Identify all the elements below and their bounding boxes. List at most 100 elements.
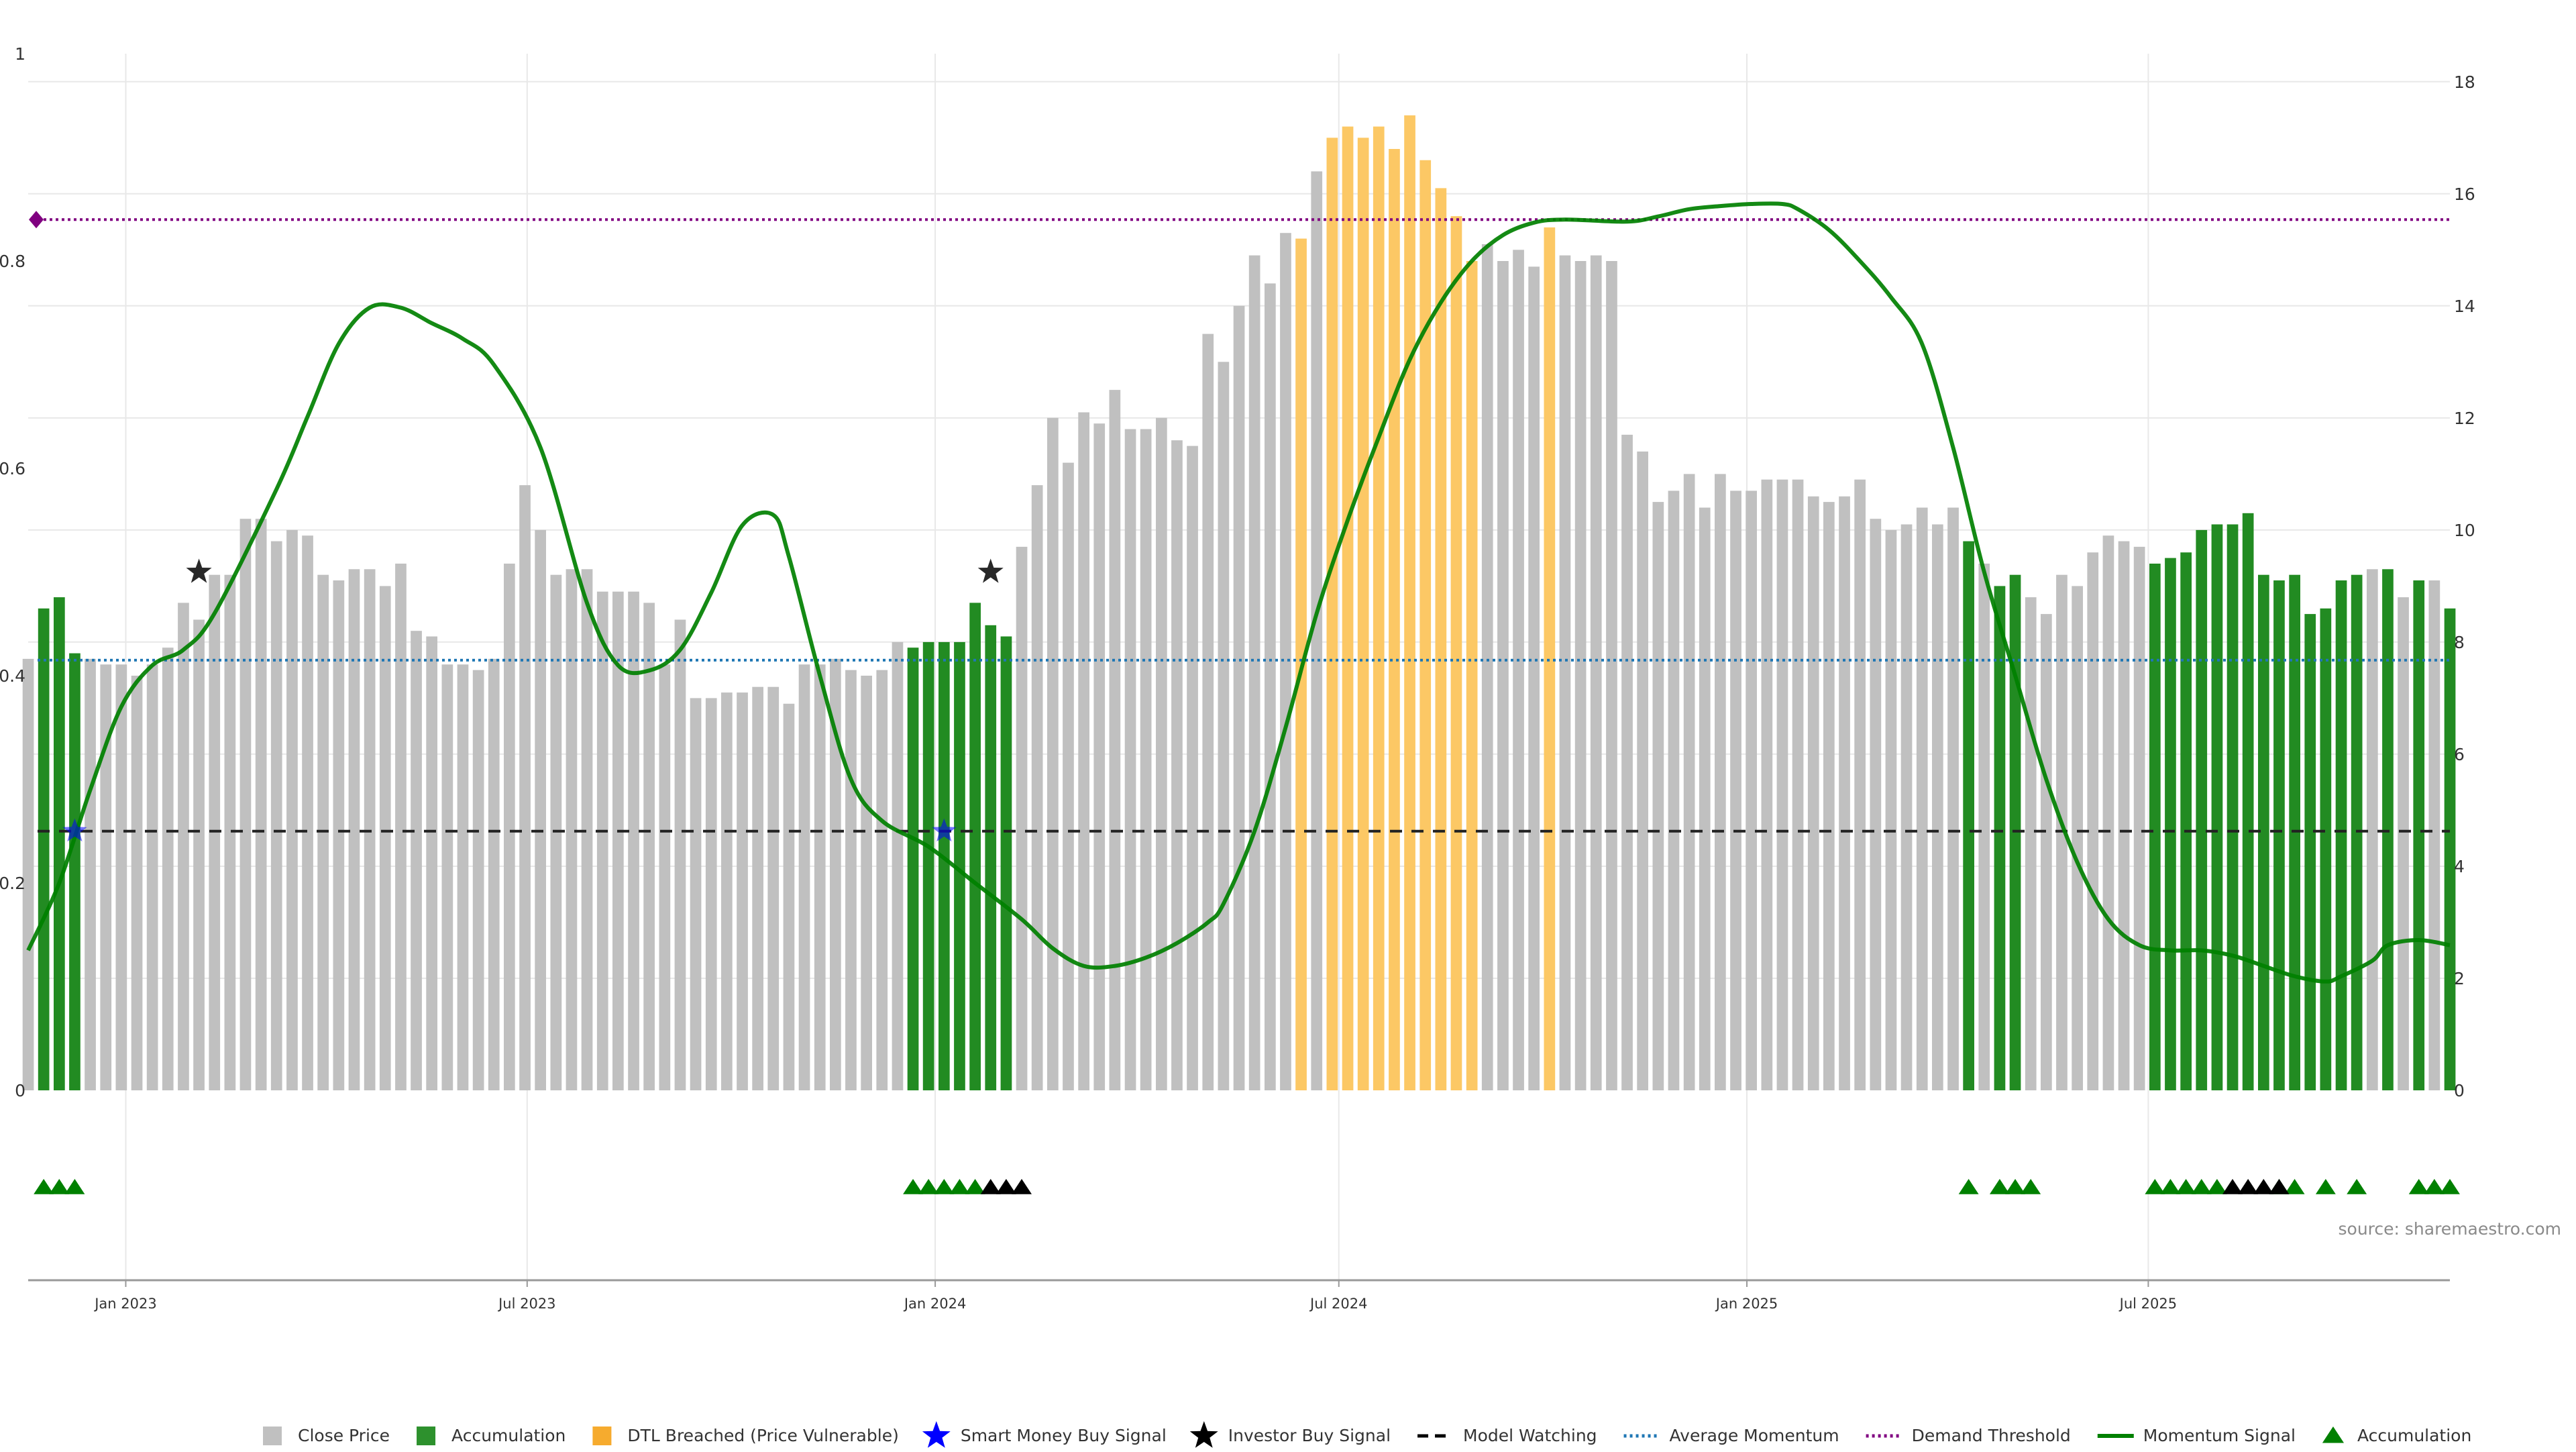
accumulation-bar <box>2289 574 2300 1090</box>
legend-item-avg: Average Momentum <box>1623 1426 1839 1445</box>
accumulation-bar <box>1994 586 2006 1090</box>
right-tick-label: 8 <box>2454 633 2465 652</box>
left-tick-label: 0.2 <box>0 874 25 893</box>
close-price-bar <box>348 569 360 1090</box>
close-price-bar <box>737 692 748 1090</box>
legend-label: Model Watching <box>1463 1426 1597 1445</box>
x-tick-label: Jul 2023 <box>497 1296 555 1312</box>
close-price-bar <box>1870 519 1882 1090</box>
close-price-bar <box>441 664 453 1090</box>
close-price-bar <box>752 686 763 1090</box>
accumulation-bar <box>2211 524 2223 1090</box>
right-tick-label: 12 <box>2454 409 2475 428</box>
dtl-breached-bar <box>1326 138 1338 1090</box>
close-price-bar <box>566 569 578 1090</box>
close-price-bar <box>1776 479 1788 1090</box>
legend-label: Momentum Signal <box>2143 1426 2296 1445</box>
accumulation-bar <box>2149 564 2161 1090</box>
accumulation-bar <box>2444 608 2456 1090</box>
bars-layer <box>22 115 2456 1091</box>
close-price-bar <box>1823 502 1835 1090</box>
accumulation-bar <box>985 625 997 1090</box>
momentum-signal-line <box>26 201 2451 984</box>
close-price-bar <box>1947 507 1959 1090</box>
left-tick-label: 0.4 <box>0 666 25 686</box>
close-price-bar <box>876 670 888 1090</box>
accumulation-triangle-marker <box>2408 1179 2429 1194</box>
close-price-bar <box>209 574 221 1090</box>
close-price-bar <box>1807 496 1819 1090</box>
accumulation-bar <box>954 641 965 1090</box>
close-price-bar <box>239 519 252 1090</box>
close-price-bar <box>519 485 531 1090</box>
close-price-bar <box>286 529 298 1090</box>
close-price-bar <box>1839 496 1850 1090</box>
close-price-bar <box>411 631 422 1090</box>
accumulation-triangle-marker <box>2176 1179 2196 1194</box>
accumulation-triangle-marker <box>1989 1179 2010 1194</box>
legend-label: Average Momentum <box>1670 1426 1839 1445</box>
accumulation-triangle-marker <box>2160 1179 2181 1194</box>
close-price-bar <box>1156 417 1167 1090</box>
close-price-bar <box>1311 171 1323 1090</box>
momentum-layer <box>26 201 2451 984</box>
close-price-bar <box>1715 474 1726 1090</box>
dtl-breached-bar <box>1435 188 1447 1090</box>
close-price-bar <box>892 641 904 1090</box>
close-price-bar <box>1916 507 1928 1090</box>
close-price-bar <box>224 574 236 1090</box>
close-price-bar <box>1932 524 1943 1090</box>
close-price-bar <box>2133 546 2145 1090</box>
accumulation-bar <box>938 641 950 1090</box>
left-tick-label: 0.8 <box>0 252 25 271</box>
close-price-bar <box>22 658 34 1090</box>
accumulation-triangle-marker <box>2021 1179 2041 1194</box>
legend-item-dtl: DTL Breached (Price Vulnerable) <box>592 1426 899 1445</box>
accumulation-bar <box>2165 558 2176 1090</box>
marker-strip-layer <box>34 1179 2460 1194</box>
close-price-bar <box>1885 529 1897 1090</box>
close-price-bar <box>783 703 795 1090</box>
legend-label: Demand Threshold <box>1912 1426 2071 1445</box>
x-tick-label: Jul 2025 <box>2118 1296 2177 1312</box>
close-price-bar <box>674 619 686 1090</box>
investor-triangle-marker <box>2222 1179 2243 1194</box>
accumulation-triangle-marker <box>49 1179 70 1194</box>
close-price-bar <box>550 574 562 1090</box>
x-tick-label: Jan 2025 <box>1715 1296 1778 1312</box>
close-price-bar <box>504 564 515 1090</box>
investor-triangle-marker <box>980 1179 1001 1194</box>
close-price-bar <box>1140 429 1152 1090</box>
accumulation-bar <box>2180 552 2192 1090</box>
close-price-bar <box>1683 474 1695 1090</box>
close-price-bar <box>317 574 329 1090</box>
accumulation-bar <box>2242 513 2254 1090</box>
dtl-breached-bar <box>1419 160 1432 1091</box>
right-tick-label: 14 <box>2454 297 2475 316</box>
legend-item-accum: Accumulation <box>417 1426 566 1445</box>
dtl-breached-bar <box>1342 126 1354 1091</box>
legend-label: Smart Money Buy Signal <box>961 1426 1167 1445</box>
legend-item-close: Close Price <box>263 1426 390 1445</box>
close-price-bar <box>659 664 671 1090</box>
dtl-breached-bar <box>1357 138 1369 1090</box>
accumulation-triangle-marker <box>2191 1179 2212 1194</box>
close-price-bar <box>178 603 189 1090</box>
accumulation-bar <box>2351 574 2363 1090</box>
legend-item-model: Model Watching <box>1417 1426 1597 1445</box>
accumulation-bar <box>2320 608 2332 1090</box>
close-price-bar <box>1513 250 1524 1090</box>
signals-layer <box>62 558 1004 842</box>
legend-item-investor: Investor Buy Signal <box>1189 1421 1391 1448</box>
investor-triangle-marker <box>996 1179 1016 1194</box>
investor-buy-star <box>977 558 1004 583</box>
accumulation-bar <box>1963 541 1974 1090</box>
legend-star-icon <box>922 1421 951 1448</box>
accumulation-bar <box>69 653 80 1090</box>
close-price-bar <box>1218 362 1230 1090</box>
close-price-bar <box>1900 524 1913 1090</box>
close-price-bar <box>131 676 143 1090</box>
left-tick-label: 0 <box>15 1081 25 1100</box>
close-price-bar <box>2398 597 2409 1090</box>
